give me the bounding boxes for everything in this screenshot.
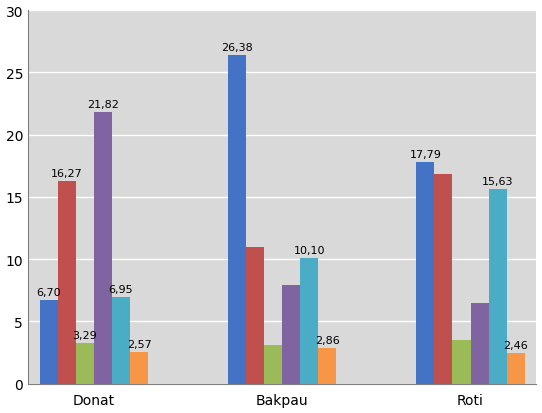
Bar bbox=[40, 301, 58, 384]
Bar bbox=[264, 345, 282, 384]
Text: 15,63: 15,63 bbox=[482, 176, 513, 187]
Bar bbox=[300, 258, 318, 384]
Bar bbox=[246, 247, 264, 384]
Bar bbox=[453, 340, 470, 384]
Bar bbox=[488, 190, 507, 384]
Text: 3,29: 3,29 bbox=[73, 330, 98, 340]
Text: 2,86: 2,86 bbox=[315, 335, 340, 345]
Bar bbox=[318, 348, 337, 384]
Text: 16,27: 16,27 bbox=[51, 169, 83, 178]
Text: 2,57: 2,57 bbox=[127, 339, 151, 349]
Bar bbox=[282, 286, 300, 384]
Bar bbox=[507, 353, 525, 384]
Bar bbox=[58, 182, 76, 384]
Text: 6,95: 6,95 bbox=[109, 285, 133, 294]
Bar bbox=[112, 297, 130, 384]
Bar bbox=[130, 352, 148, 384]
Bar bbox=[416, 163, 435, 384]
Text: 6,70: 6,70 bbox=[36, 287, 61, 297]
Text: 17,79: 17,79 bbox=[410, 150, 441, 160]
Text: 21,82: 21,82 bbox=[87, 100, 119, 109]
Text: 10,10: 10,10 bbox=[294, 245, 325, 255]
Text: 26,38: 26,38 bbox=[221, 43, 253, 53]
Bar bbox=[76, 343, 94, 384]
Bar bbox=[94, 113, 112, 384]
Text: 2,46: 2,46 bbox=[504, 340, 528, 350]
Bar bbox=[435, 175, 453, 384]
Bar bbox=[228, 56, 246, 384]
Bar bbox=[470, 303, 488, 384]
